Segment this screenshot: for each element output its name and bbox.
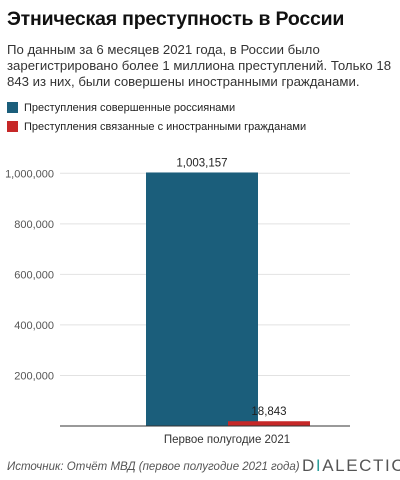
bar-foreigners [228, 421, 310, 426]
y-tick-label: 1,000,000 [5, 168, 54, 180]
legend-label-russians: Преступления совершенные россиянами [24, 101, 236, 114]
y-tick-label: 400,000 [14, 320, 54, 332]
chart-subtitle: По данным за 6 месяцев 2021 года, в Росс… [7, 42, 392, 89]
legend: Преступления совершенные россиянами Прес… [7, 98, 306, 136]
y-tick-label: 200,000 [14, 370, 54, 382]
legend-item-foreigners: Преступления связанные с иностранными гр… [7, 117, 306, 136]
legend-item-russians: Преступления совершенные россиянами [7, 98, 306, 117]
brand-logo: DIALECTIC [302, 456, 400, 476]
y-tick-label: 800,000 [14, 219, 54, 231]
chart-title: Этническая преступность в России [7, 8, 345, 30]
data-label-russians: 1,003,157 [176, 157, 227, 169]
logo-letter-d: D [302, 456, 316, 475]
source-note: Источник: Отчёт МВД (первое полугодие 20… [7, 461, 300, 473]
legend-label-foreigners: Преступления связанные с иностранными гр… [24, 120, 307, 133]
logo-letters-rest: ALECTIC [322, 456, 400, 475]
bar-chart: 200,000 400,000 600,000 800,000 1,000,000 1,0… [5, 157, 350, 446]
logo-letter-i: I [315, 456, 323, 475]
legend-swatch-russians [7, 102, 18, 113]
bar-russians [146, 172, 258, 426]
data-label-foreigners: 18,843 [251, 406, 286, 418]
legend-swatch-foreigners [7, 121, 18, 132]
x-category-label: Первое полугодие 2021 [164, 434, 290, 446]
y-tick-label: 600,000 [14, 269, 54, 281]
